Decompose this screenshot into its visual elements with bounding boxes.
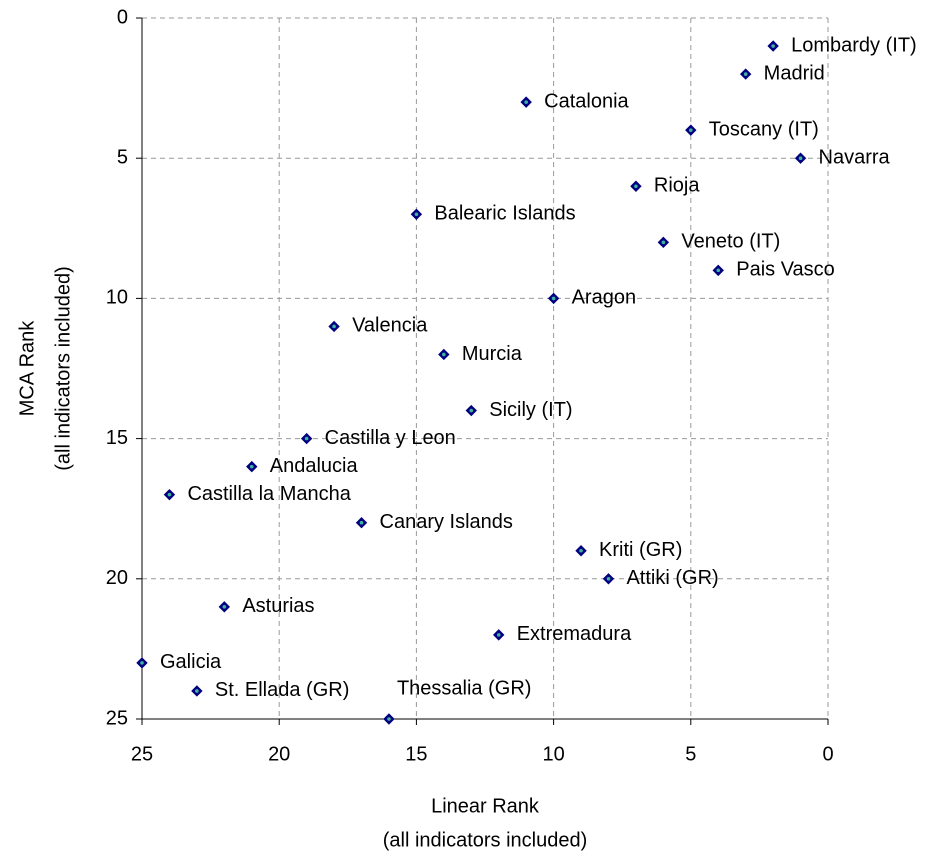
x-tick-label: 15 — [405, 743, 427, 765]
x-tick-label: 5 — [685, 743, 696, 765]
point: Madrid — [739, 62, 825, 84]
point-label: Castilla la Mancha — [187, 483, 351, 505]
marker-center — [359, 520, 364, 525]
marker-center — [689, 128, 693, 132]
point-label: Navarra — [819, 146, 891, 168]
marker-center — [469, 408, 474, 413]
point-label: Valencia — [352, 315, 428, 337]
marker-center — [771, 44, 775, 48]
point-label: St. Ellada (GR) — [215, 679, 349, 701]
marker-center — [195, 689, 199, 693]
point: Pais Vasco — [712, 259, 835, 281]
point-label: Asturias — [242, 595, 314, 617]
point: Kriti (GR) — [575, 539, 682, 561]
marker-center — [743, 72, 748, 76]
x-tick-label: 20 — [268, 743, 290, 765]
point: Thessalia (GR) — [383, 677, 531, 725]
point: Veneto (IT) — [657, 231, 780, 253]
y-axis-label: MCA Rank — [16, 320, 38, 417]
point: St. Ellada (GR) — [191, 679, 349, 701]
point-label: Thessalia (GR) — [397, 677, 531, 699]
point-label: Rioja — [654, 175, 700, 197]
point-label: Canary Islands — [380, 511, 513, 533]
point: Toscany (IT) — [685, 118, 819, 140]
x-tick-label: 0 — [822, 743, 833, 765]
marker-center — [634, 184, 638, 189]
x-tick-label: 25 — [131, 743, 153, 765]
point: Asturias — [218, 595, 315, 617]
point-label: Andalucia — [270, 455, 359, 477]
point: Murcia — [438, 343, 523, 365]
point-label: Kriti (GR) — [599, 539, 682, 561]
point: Canary Islands — [355, 511, 513, 533]
y-tick-label: 25 — [106, 707, 128, 729]
point-label: Veneto (IT) — [681, 231, 780, 253]
y-axis-label: (all indicators included) — [52, 266, 74, 471]
point: Attiki (GR) — [602, 567, 719, 589]
point-label: Galicia — [160, 651, 222, 673]
marker-center — [496, 633, 501, 637]
point: Aragon — [547, 287, 637, 309]
x-axis-label: Linear Rank — [431, 795, 540, 817]
point: Extremadura — [493, 623, 632, 645]
point: Sicily (IT) — [465, 399, 573, 421]
marker-center — [140, 661, 144, 665]
y-tick-label: 5 — [117, 146, 128, 168]
point-label: Castilla y Leon — [325, 427, 456, 449]
marker-center — [524, 100, 528, 104]
point-label: Murcia — [462, 343, 523, 365]
point: Castilla la Mancha — [163, 483, 352, 505]
point-label: Balearic Islands — [434, 203, 575, 225]
point: Castilla y Leon — [300, 427, 456, 449]
x-axis-label: (all indicators included) — [383, 829, 588, 851]
marker-center — [579, 548, 583, 553]
point-label: Lombardy (IT) — [791, 34, 917, 56]
marker-center — [304, 436, 309, 441]
point: Navarra — [794, 146, 891, 168]
point: Andalucia — [246, 455, 359, 477]
point-label: Attiki (GR) — [626, 567, 718, 589]
point-label: Aragon — [572, 287, 637, 309]
point-label: Sicily (IT) — [489, 399, 572, 421]
point-label: Madrid — [764, 62, 825, 84]
marker-center — [249, 464, 254, 469]
marker-center — [387, 717, 391, 721]
marker-center — [661, 240, 666, 245]
y-tick-label: 15 — [106, 427, 128, 449]
point: Rioja — [630, 175, 700, 197]
y-tick-label: 0 — [117, 6, 128, 28]
marker-center — [167, 492, 172, 497]
point: Balearic Islands — [410, 203, 576, 225]
point: Catalonia — [520, 90, 630, 112]
marker-center — [551, 296, 556, 301]
y-tick-label: 20 — [106, 567, 128, 589]
x-tick-label: 10 — [542, 743, 564, 765]
point: Valencia — [328, 315, 428, 337]
marker-center — [332, 324, 336, 329]
marker-center — [606, 577, 611, 581]
y-tick-label: 10 — [106, 287, 128, 309]
marker-center — [716, 268, 721, 273]
marker-center — [798, 156, 803, 160]
point-label: Pais Vasco — [736, 259, 835, 281]
point-label: Toscany (IT) — [709, 118, 819, 140]
point: Galicia — [136, 651, 222, 673]
point-label: Extremadura — [517, 623, 632, 645]
point-label: Catalonia — [544, 90, 629, 112]
point: Lombardy (IT) — [767, 34, 917, 56]
marker-center — [222, 605, 227, 609]
marker-center — [414, 212, 419, 217]
marker-center — [442, 352, 446, 357]
